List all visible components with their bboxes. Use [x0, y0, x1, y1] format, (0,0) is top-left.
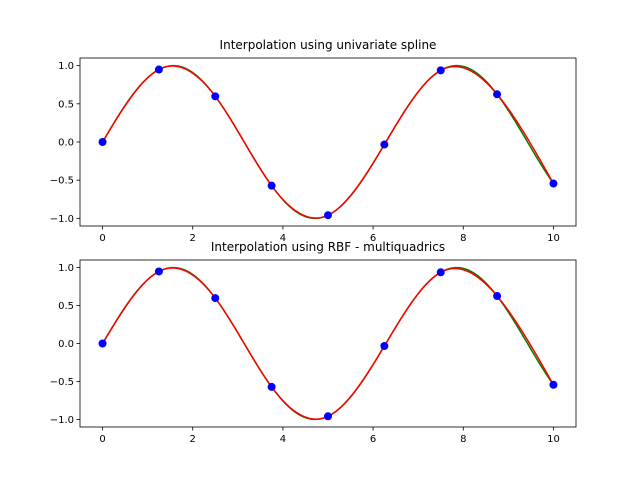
sample-point — [493, 90, 502, 99]
sample-point — [380, 140, 389, 149]
true-function-line — [101, 64, 555, 220]
x-tick-label: 2 — [190, 434, 196, 445]
sample-point — [211, 92, 220, 101]
sample-point — [267, 382, 276, 391]
sample-point — [493, 292, 502, 301]
sample-point — [380, 342, 389, 351]
sample-point — [98, 339, 107, 348]
chart-title: Interpolation using univariate spline — [220, 38, 437, 52]
x-tick-label: 0 — [99, 233, 105, 244]
sample-point — [324, 412, 332, 421]
x-tick-label: 4 — [280, 434, 286, 445]
y-tick-label: 0.0 — [58, 339, 74, 350]
x-tick-label: 10 — [547, 434, 560, 445]
axes-frame — [79, 259, 577, 428]
plot-area — [101, 64, 555, 220]
y-tick-label: −0.5 — [50, 176, 74, 187]
x-tick-label: 0 — [99, 434, 105, 445]
y-tick-label: 0.5 — [58, 99, 74, 110]
sample-point — [154, 65, 163, 74]
interpolated-line — [101, 267, 555, 420]
y-tick-label: −1.0 — [50, 214, 74, 225]
sample-point — [549, 179, 558, 188]
sample-point — [549, 380, 558, 389]
sample-point — [436, 268, 445, 277]
x-tick-label: 8 — [460, 233, 466, 244]
sample-point — [267, 181, 276, 190]
sample-point — [324, 211, 332, 220]
x-tick-label: 6 — [370, 233, 376, 244]
axes-frame — [79, 57, 577, 227]
y-tick-label: 1.0 — [58, 61, 74, 72]
y-tick-label: −0.5 — [50, 377, 74, 388]
sample-point — [154, 267, 163, 276]
y-tick-label: 0.5 — [58, 301, 74, 312]
interpolated-line — [101, 65, 555, 219]
y-tick-label: −1.0 — [50, 415, 74, 426]
x-tick-label: 4 — [280, 233, 286, 244]
x-tick-label: 2 — [190, 233, 196, 244]
y-tick-label: 1.0 — [58, 263, 74, 274]
sample-point — [98, 138, 107, 146]
true-function-line — [101, 266, 555, 421]
subplot-univariate-spline: Interpolation using univariate spline 0 2 4… — [50, 38, 577, 244]
sample-point — [211, 294, 220, 303]
subplot-rbf-multiquadrics: Interpolation using RBF - multiquadrics 0… — [50, 240, 577, 445]
y-tick-label: 0.0 — [58, 138, 74, 149]
x-tick-label: 6 — [370, 434, 376, 445]
sample-point — [436, 66, 445, 75]
plot-area — [101, 266, 555, 421]
x-tick-label: 8 — [460, 434, 466, 445]
x-tick-label: 10 — [547, 233, 560, 244]
chart-title: Interpolation using RBF - multiquadrics — [211, 240, 445, 254]
